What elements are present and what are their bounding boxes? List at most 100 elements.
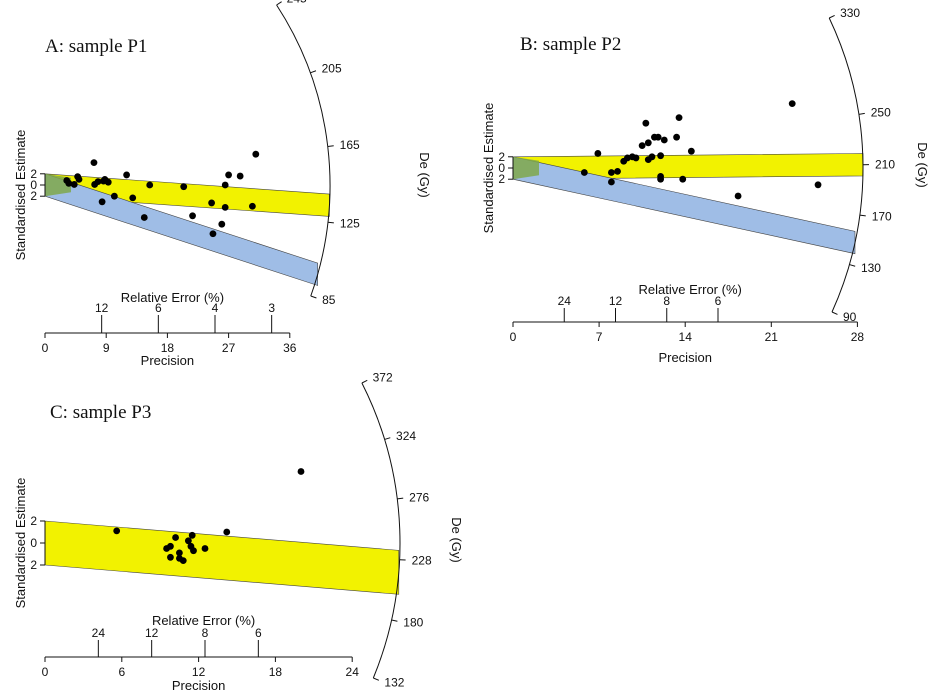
y-tick-label: 0 — [30, 178, 37, 192]
band-yellow — [44, 520, 400, 595]
data-point — [129, 194, 137, 202]
y-tick-label: 2 — [30, 514, 37, 528]
de-tick — [310, 295, 317, 299]
precision-tick-label: 28 — [851, 330, 865, 344]
data-point — [687, 147, 695, 155]
data-point — [90, 159, 98, 167]
precision-axis-label: Precision — [172, 678, 225, 693]
chart-title: B: sample P2 — [520, 34, 621, 55]
precision-tick-label: 24 — [346, 665, 360, 679]
precision-tick-label: 18 — [161, 341, 175, 355]
data-point — [642, 119, 650, 127]
y-axis-label: Standardised Estimate — [13, 130, 28, 261]
data-point — [675, 114, 683, 121]
de-tick — [310, 70, 317, 74]
data-point — [648, 153, 656, 161]
data-point — [70, 181, 78, 188]
data-point — [608, 169, 615, 176]
relerr-tick-label: 8 — [663, 294, 670, 308]
data-point — [110, 192, 118, 200]
de-tick-label: 210 — [875, 158, 895, 172]
de-tick — [373, 677, 380, 681]
de-tick-label: 130 — [861, 261, 881, 275]
de-tick-label: 165 — [340, 138, 360, 152]
relerr-tick-label: 4 — [212, 301, 219, 315]
data-point — [221, 204, 229, 211]
de-tick-label: 205 — [322, 62, 342, 76]
relerr-tick-label: 12 — [609, 294, 623, 308]
data-point — [223, 528, 231, 536]
de-tick-label: 132 — [384, 676, 404, 690]
data-point — [614, 167, 621, 175]
data-point — [788, 100, 796, 107]
de-tick-label: 85 — [322, 293, 336, 307]
de-tick-label: 125 — [340, 217, 360, 231]
precision-tick-label: 27 — [222, 341, 236, 355]
precision-tick-label: 21 — [765, 330, 779, 344]
data-point — [176, 549, 183, 557]
precision-tick-label: 7 — [596, 330, 603, 344]
data-point — [657, 152, 664, 160]
relerr-tick-label: 3 — [268, 301, 275, 315]
relerr-tick-label: 6 — [715, 294, 722, 308]
data-point — [225, 171, 233, 179]
precision-axis-label: Precision — [658, 350, 711, 365]
data-point — [98, 198, 106, 206]
data-point — [179, 557, 187, 564]
de-axis-label: De (Gy) — [915, 142, 930, 188]
de-tick — [361, 379, 368, 384]
y-tick-label: 2 — [30, 189, 37, 203]
data-point — [679, 175, 687, 183]
relerr-tick-label: 24 — [92, 626, 106, 640]
y-tick-label: 2 — [30, 167, 37, 181]
de-tick — [276, 1, 282, 6]
de-tick-label: 330 — [840, 6, 860, 20]
data-point — [594, 150, 602, 157]
de-tick — [397, 497, 404, 500]
de-tick-label: 276 — [409, 490, 429, 504]
data-point — [638, 142, 646, 150]
de-tick — [858, 112, 865, 115]
relerr-tick-label: 12 — [95, 301, 109, 315]
data-point — [249, 202, 256, 210]
data-point — [146, 181, 154, 189]
data-point — [236, 172, 244, 180]
data-point — [65, 179, 73, 187]
data-point — [180, 183, 188, 191]
data-point — [660, 136, 668, 144]
precision-tick-label: 12 — [192, 665, 206, 679]
data-point — [201, 545, 209, 552]
data-point — [167, 542, 174, 550]
de-axis-label: De (Gy) — [449, 517, 464, 563]
data-point — [734, 192, 742, 200]
y-tick-label: 2 — [30, 558, 37, 572]
precision-tick-label: 6 — [118, 665, 125, 679]
data-point — [172, 534, 179, 541]
precision-tick-label: 0 — [42, 665, 49, 679]
y-tick-label: 0 — [30, 536, 37, 550]
y-tick-label: 2 — [498, 172, 505, 186]
de-tick-label: 90 — [843, 310, 857, 324]
de-tick — [831, 311, 838, 315]
de-tick-label: 170 — [872, 210, 892, 224]
precision-axis-label: Precision — [141, 353, 194, 368]
data-point — [94, 178, 102, 186]
precision-tick-label: 18 — [269, 665, 283, 679]
de-axis-label: De (Gy) — [417, 152, 432, 198]
data-point — [608, 178, 615, 186]
relerr-tick-label: 8 — [202, 626, 209, 640]
de-tick — [384, 437, 391, 440]
data-point — [221, 181, 229, 189]
de-tick — [391, 619, 398, 622]
data-point — [140, 214, 148, 221]
relerr-tick-label: 6 — [255, 626, 262, 640]
de-tick — [859, 214, 866, 217]
de-arc-axis — [361, 382, 401, 679]
data-point — [673, 133, 680, 141]
data-point — [190, 547, 197, 555]
data-point — [189, 212, 196, 220]
precision-tick-label: 9 — [103, 341, 110, 355]
precision-tick-label: 14 — [679, 330, 693, 344]
